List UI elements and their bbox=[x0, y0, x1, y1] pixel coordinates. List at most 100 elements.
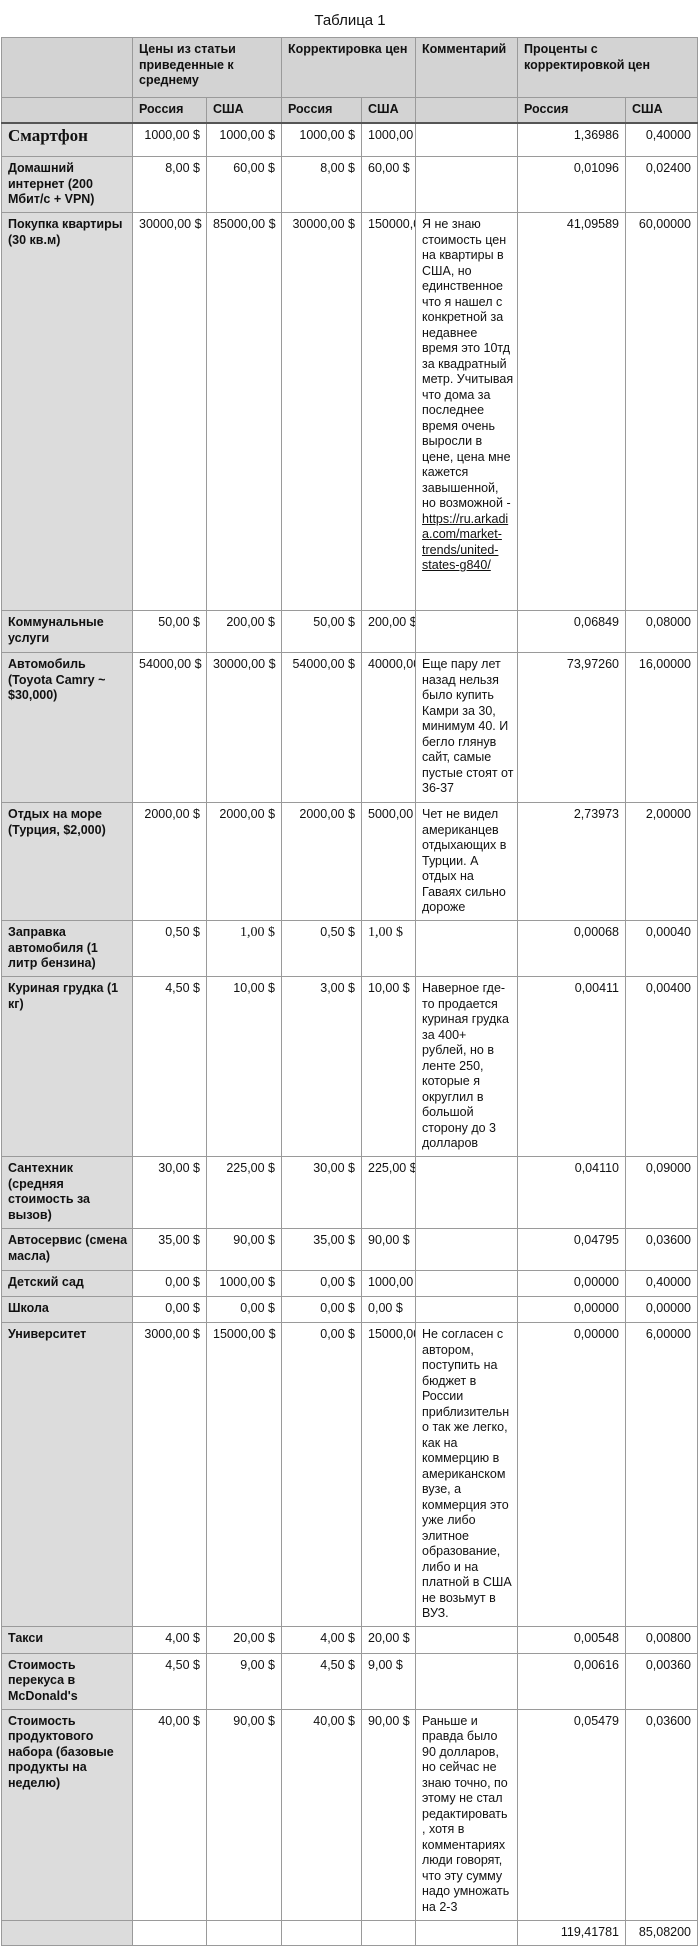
value-cell: 0,50 $ bbox=[281, 920, 363, 977]
value-cell: 0,03600 bbox=[625, 1228, 699, 1271]
value-cell: 0,00616 bbox=[517, 1652, 627, 1710]
value-cell: 15000,00 $ bbox=[205, 1322, 283, 1627]
value-cell: 1,00 $ bbox=[361, 920, 417, 977]
table-row: Такси 4,00 $20,00 $4,00 $20,00 $0,00548 0,… bbox=[1, 1625, 699, 1654]
comment-cell: Наверное где-то продается куриная грудка… bbox=[415, 976, 519, 1157]
value-cell: 0,00 $ bbox=[281, 1296, 363, 1323]
row-label: Школа bbox=[1, 1296, 133, 1323]
row-label: Отдых на море (Турция, $2,000) bbox=[1, 802, 133, 921]
value-cell: 0,00800 bbox=[625, 1625, 699, 1654]
value-cell: 60,00 $ bbox=[205, 156, 283, 213]
value-cell: 0,00000 bbox=[517, 1322, 627, 1627]
value-cell: 1000,00 $ bbox=[205, 122, 283, 157]
value-cell: 16,00000 bbox=[625, 652, 699, 803]
value-cell: 0,00000 bbox=[517, 1296, 627, 1323]
value-cell: 4,50 $ bbox=[281, 1652, 363, 1710]
empty-cell bbox=[415, 1652, 519, 1710]
value-cell: 9,00 $ bbox=[205, 1652, 283, 1710]
empty-cell bbox=[415, 1156, 519, 1229]
row-label: Сантехник (средняя стоимость за вызов) bbox=[1, 1156, 133, 1229]
value-cell: 8,00 $ bbox=[132, 156, 207, 213]
table-row: Сантехник (средняя стоимость за вызов) 30… bbox=[1, 1156, 699, 1229]
value-cell: 4,00 $ bbox=[281, 1625, 363, 1654]
value-cell: 30,00 $ bbox=[132, 1156, 207, 1229]
value-cell: 2000,00 $ bbox=[132, 802, 207, 921]
value-cell: 0,50 $ bbox=[132, 920, 207, 977]
row-label: Стоимость продуктового набора (базовые п… bbox=[1, 1708, 133, 1921]
value-cell: 41,09589 bbox=[517, 212, 627, 611]
value-cell: 73,97260 bbox=[517, 652, 627, 803]
value-cell: 0,00411 bbox=[517, 976, 627, 1157]
empty-cell bbox=[415, 1919, 519, 1946]
table-row: Заправка автомобиля (1 литр бензина) 0,50… bbox=[1, 920, 699, 977]
empty-cell bbox=[132, 1919, 207, 1946]
table-row: Стоимость продуктового набора (базовые п… bbox=[1, 1708, 699, 1921]
value-cell: 60,00000 bbox=[625, 212, 699, 611]
header-row: Цены из статьи приведенные к среднему Кор… bbox=[1, 37, 699, 98]
comment-cell: Не согласен с автором, поступить на бюдж… bbox=[415, 1322, 519, 1627]
header-cell: Корректировка цен bbox=[281, 37, 417, 98]
value-cell: 119,41781 bbox=[517, 1919, 627, 1946]
value-cell: 1000,00 $ bbox=[205, 1270, 283, 1297]
value-cell: 0,00000 bbox=[625, 1296, 699, 1323]
value-cell: 0,00 $ bbox=[132, 1296, 207, 1323]
comment-text: Я не знаю стоимость цен на квартиры в СШ… bbox=[422, 217, 514, 510]
subheader-cell: Россия bbox=[281, 97, 363, 124]
empty-cell bbox=[415, 610, 519, 653]
empty-cell bbox=[415, 1625, 519, 1654]
table-row: Отдых на море (Турция, $2,000) 2000,00 $ 2… bbox=[1, 802, 699, 921]
value-cell: 2,00000 bbox=[625, 802, 699, 921]
table-row: Школа 0,00 $0,00 $0,00 $0,00 $0,00000 0,00… bbox=[1, 1296, 699, 1323]
row-label: Покупка квартиры (30 кв.м) bbox=[1, 212, 133, 611]
row-label: Коммунальные услуги bbox=[1, 610, 133, 653]
table-row: Стоимость перекуса в McDonald's 4,50 $9,0… bbox=[1, 1652, 699, 1710]
empty-cell bbox=[1, 1919, 133, 1946]
value-cell: 0,00548 bbox=[517, 1625, 627, 1654]
value-cell: 0,04795 bbox=[517, 1228, 627, 1271]
comment-link: https://ru.arkadia.com/market-trends/uni… bbox=[422, 511, 509, 573]
value-cell: 0,00 $ bbox=[281, 1322, 363, 1627]
value-cell: 0,40000 bbox=[625, 1270, 699, 1297]
value-cell: 1,00 $ bbox=[205, 920, 283, 977]
value-cell: 150000,00 $ bbox=[361, 212, 417, 611]
empty-cell bbox=[415, 1270, 519, 1297]
row-label: Домашний интернет (200 Мбит/с + VPN) bbox=[1, 156, 133, 213]
empty-cell bbox=[415, 122, 519, 157]
header-cell: Цены из статьи приведенные к среднему bbox=[131, 37, 283, 98]
value-cell: 0,40000 bbox=[625, 122, 699, 157]
value-cell: 4,00 $ bbox=[132, 1625, 207, 1654]
value-cell: 90,00 $ bbox=[205, 1708, 283, 1921]
row-label: Университет bbox=[1, 1322, 133, 1627]
value-cell: 2,73973 bbox=[517, 802, 627, 921]
value-cell: 8,00 $ bbox=[281, 156, 363, 213]
value-cell: 0,00 $ bbox=[281, 1270, 363, 1297]
subheader-cell: США bbox=[361, 97, 417, 124]
row-label: Куриная грудка (1 кг) bbox=[1, 976, 133, 1157]
value-cell: 0,06849 bbox=[517, 610, 627, 653]
subheader-cell bbox=[415, 97, 519, 124]
table-row: Автосервис (смена масла) 35,00 $90,00 $35… bbox=[1, 1228, 699, 1271]
value-cell: 0,00000 bbox=[517, 1270, 627, 1297]
value-cell: 4,50 $ bbox=[132, 976, 207, 1157]
empty-cell bbox=[415, 920, 519, 977]
value-cell: 35,00 $ bbox=[281, 1228, 363, 1271]
row-label: Заправка автомобиля (1 литр бензина) bbox=[1, 920, 133, 977]
value-cell: 3,00 $ bbox=[281, 976, 363, 1157]
table-row: Детский сад 0,00 $1000,00 $0,00 $1000,00 … bbox=[1, 1270, 699, 1297]
table-row: Смартфон 1000,00 $1000,00 $1000,00 $1000,… bbox=[1, 122, 699, 157]
value-cell: 20,00 $ bbox=[205, 1625, 283, 1654]
table-row: Куриная грудка (1 кг) 4,50 $10,00 $3,00 $… bbox=[1, 976, 699, 1157]
value-cell: 30,00 $ bbox=[281, 1156, 363, 1229]
value-cell: 40,00 $ bbox=[132, 1708, 207, 1921]
value-cell: 4,50 $ bbox=[132, 1652, 207, 1710]
value-cell: 0,05479 bbox=[517, 1708, 627, 1921]
value-cell: 0,09000 bbox=[625, 1156, 699, 1229]
value-cell: 35,00 $ bbox=[132, 1228, 207, 1271]
value-cell: 200,00 $ bbox=[205, 610, 283, 653]
empty-cell bbox=[415, 156, 519, 213]
value-cell: 225,00 $ bbox=[205, 1156, 283, 1229]
comment-cell: Я не знаю стоимость цен на квартиры в СШ… bbox=[415, 212, 519, 611]
empty-cell bbox=[205, 1919, 283, 1946]
header-cell bbox=[1, 37, 133, 98]
